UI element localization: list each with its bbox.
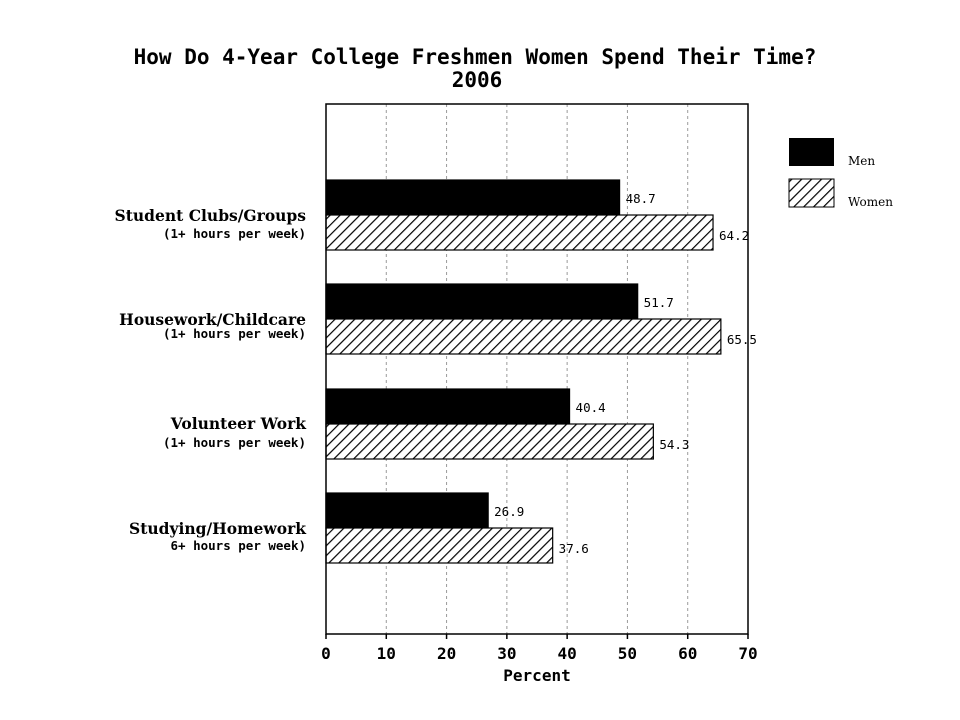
category-sublabel: (1+ hours per week) [163,435,306,450]
value-labels: 48.7 51.7 40.4 26.9 64.2 65.5 54.3 37.6 [494,191,757,556]
x-axis-ticks: 0 10 20 30 40 50 60 70 [321,634,758,663]
category-label: Studying/Homework [129,519,306,538]
x-axis-label: Percent [503,666,570,685]
data-label-women-3: 37.6 [559,541,589,556]
plot-frame [325,103,749,635]
bar-men-1 [325,283,639,320]
bar-women-0 [325,214,714,251]
category-label: Volunteer Work [170,414,306,433]
x-tick-label: 0 [321,644,331,663]
x-tick-label: 30 [497,644,516,663]
x-tick-label: 70 [738,644,757,663]
legend-label-men: Men [848,154,875,168]
bar-women-1 [325,318,722,355]
data-label-men-2: 40.4 [576,400,606,415]
bar-women-3 [325,527,554,564]
data-label-men-0: 48.7 [626,191,656,206]
chart-subtitle: 2006 [452,68,503,92]
bar-men-3 [325,492,489,529]
chart-title: How Do 4-Year College Freshmen Women Spe… [134,45,817,69]
category-label: Student Clubs/Groups [115,206,307,225]
category-labels: Student Clubs/Groups(1+ hours per week)H… [115,206,307,553]
category-sublabel: 6+ hours per week) [171,538,306,553]
legend: Men Women [788,138,893,209]
category-label: Housework/Childcare [119,310,306,329]
x-tick-label: 40 [558,644,577,663]
bar-men-2 [325,388,571,425]
data-label-men-1: 51.7 [644,295,674,310]
data-label-women-0: 64.2 [719,228,749,243]
data-label-women-1: 65.5 [727,332,757,347]
legend-swatch-women [788,178,835,208]
legend-label-women: Women [848,195,893,209]
bar-men-0 [325,179,621,216]
data-label-women-2: 54.3 [659,437,689,452]
bars-group [325,179,722,564]
x-tick-label: 20 [437,644,456,663]
bar-women-2 [325,423,654,460]
data-label-men-3: 26.9 [494,504,524,519]
category-sublabel: (1+ hours per week) [163,226,306,241]
gridlines [385,104,689,634]
x-tick-label: 10 [377,644,396,663]
x-tick-label: 50 [618,644,637,663]
category-sublabel: (1+ hours per week) [163,326,306,341]
x-tick-label: 60 [678,644,697,663]
legend-swatch-men [789,138,834,166]
